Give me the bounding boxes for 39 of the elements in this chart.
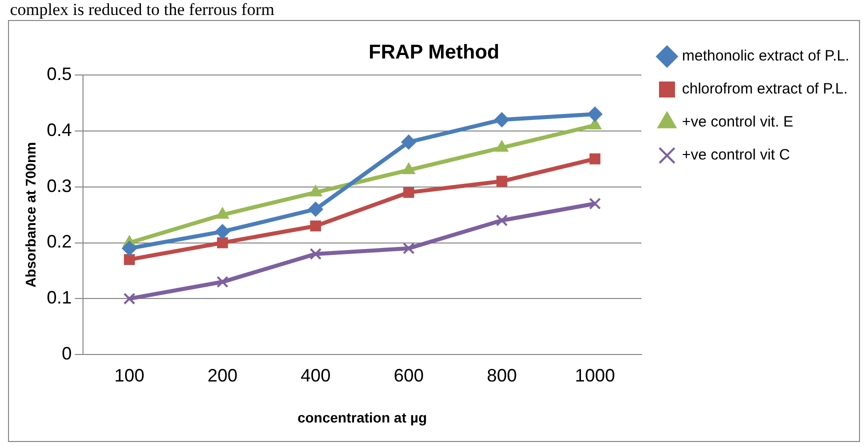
y-tick-label: 0.2 [46, 232, 72, 252]
legend-label: +ve control vit. E [682, 114, 794, 131]
point [494, 112, 510, 128]
point [401, 134, 416, 150]
y-tick-label: 0.5 [46, 64, 72, 84]
x-tick-label: 1000 [574, 365, 615, 386]
x-tick-label: 800 [486, 365, 517, 386]
point [402, 242, 415, 254]
x-tick-label: 600 [394, 365, 424, 386]
point [122, 240, 137, 256]
point [124, 254, 135, 265]
point [588, 198, 601, 210]
legend-label: chlorofrom extract of P.L. [682, 80, 848, 98]
y-tick-label: 0.4 [46, 120, 72, 140]
point [217, 237, 228, 248]
y-tick-label: 0.1 [46, 288, 72, 308]
point [496, 176, 508, 187]
point [308, 202, 324, 217]
point [123, 292, 136, 305]
legend-label: methonolic extract of P.L. [682, 48, 850, 65]
point [402, 162, 416, 174]
point [403, 186, 414, 198]
legend-label: +ve control vit C [682, 146, 790, 164]
text: complex is reduced to the ferrous form [10, 0, 274, 20]
x-tick-label: 200 [207, 365, 238, 386]
y-tick-label: 0.3 [46, 176, 72, 196]
point [216, 276, 228, 288]
point [589, 153, 600, 164]
point [310, 248, 322, 260]
point [496, 214, 508, 226]
point [214, 224, 230, 240]
x-tick-label: 400 [300, 365, 331, 386]
y-axis-title: Absorbance at 700nm [22, 142, 38, 288]
x-axis-title: concentration at µg [297, 409, 427, 426]
point [587, 106, 602, 122]
y-tick-label: 0 [62, 344, 72, 364]
x-tick-label: 100 [114, 365, 144, 386]
point [310, 220, 322, 232]
chart-title: FRAP Method [368, 42, 500, 64]
